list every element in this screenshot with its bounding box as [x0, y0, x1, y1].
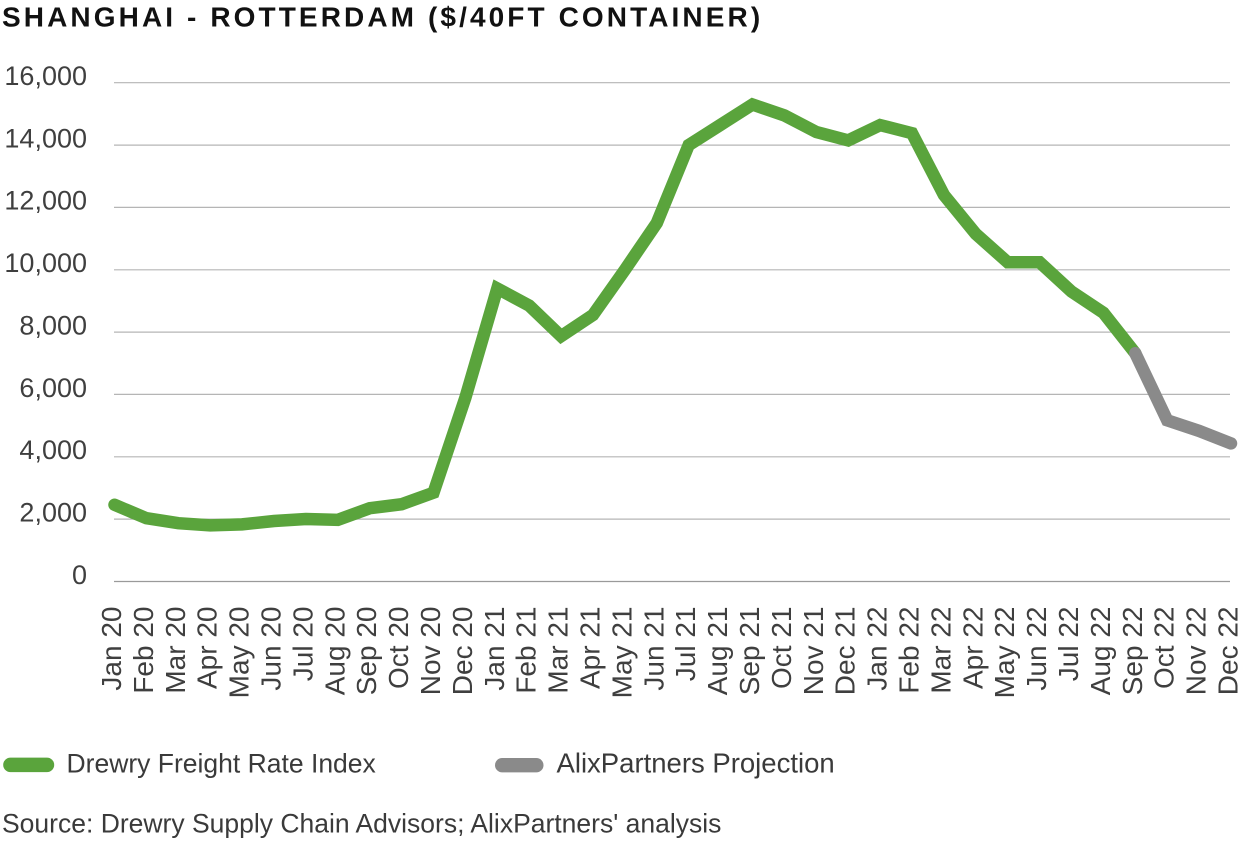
svg-text:Mar 20: Mar 20: [160, 607, 191, 694]
svg-text:Jan 22: Jan 22: [862, 607, 893, 691]
svg-text:Mar 21: Mar 21: [543, 607, 574, 694]
svg-text:Mar 22: Mar 22: [925, 607, 956, 694]
svg-text:Dec 21: Dec 21: [830, 607, 861, 696]
svg-text:Nov 21: Nov 21: [798, 607, 829, 696]
svg-text:May 21: May 21: [606, 607, 637, 699]
svg-text:12,000: 12,000: [4, 186, 87, 216]
svg-text:Sep 22: Sep 22: [1117, 607, 1148, 696]
svg-text:Jun 21: Jun 21: [638, 607, 669, 691]
svg-text:Jan 21: Jan 21: [479, 607, 510, 691]
svg-text:Drewry Freight Rate Index: Drewry Freight Rate Index: [67, 748, 376, 778]
svg-text:Apr 21: Apr 21: [575, 607, 606, 690]
svg-text:Jun 22: Jun 22: [1021, 607, 1052, 691]
svg-text:Nov 22: Nov 22: [1181, 607, 1212, 696]
svg-text:Jun 20: Jun 20: [256, 607, 287, 691]
svg-text:Jul 20: Jul 20: [287, 607, 318, 682]
svg-text:Feb 20: Feb 20: [128, 607, 159, 694]
svg-text:Jul 21: Jul 21: [670, 607, 701, 682]
svg-text:Sep 21: Sep 21: [734, 607, 765, 696]
svg-text:Jul 22: Jul 22: [1053, 607, 1084, 682]
svg-text:6,000: 6,000: [19, 373, 87, 403]
svg-text:May 20: May 20: [224, 607, 255, 699]
svg-text:16,000: 16,000: [4, 61, 87, 91]
svg-text:2,000: 2,000: [19, 497, 87, 527]
svg-text:Feb 21: Feb 21: [511, 607, 542, 694]
svg-text:May 22: May 22: [989, 607, 1020, 699]
svg-text:Oct 21: Oct 21: [766, 607, 797, 689]
svg-text:Apr 20: Apr 20: [192, 607, 223, 690]
svg-text:14,000: 14,000: [4, 123, 87, 153]
svg-text:Dec 20: Dec 20: [447, 607, 478, 696]
svg-text:10,000: 10,000: [4, 248, 87, 278]
svg-text:Oct 22: Oct 22: [1149, 607, 1180, 689]
svg-text:8,000: 8,000: [19, 310, 87, 340]
svg-text:Aug 21: Aug 21: [702, 607, 733, 696]
svg-text:SHANGHAI - ROTTERDAM ($/40FT C: SHANGHAI - ROTTERDAM ($/40FT CONTAINER): [2, 2, 763, 33]
svg-text:0: 0: [72, 560, 87, 590]
svg-text:Apr 22: Apr 22: [957, 607, 988, 690]
svg-text:Aug 22: Aug 22: [1085, 607, 1116, 696]
svg-text:Oct 20: Oct 20: [383, 607, 414, 689]
svg-text:Aug 20: Aug 20: [319, 607, 350, 696]
svg-text:Jan 20: Jan 20: [96, 607, 127, 691]
svg-text:Sep 20: Sep 20: [351, 607, 382, 696]
svg-text:Dec 22: Dec 22: [1213, 607, 1244, 696]
svg-text:4,000: 4,000: [19, 435, 87, 465]
svg-text:Source: Drewry Supply Chain Ad: Source: Drewry Supply Chain Advisors; Al…: [2, 809, 721, 839]
svg-text:Feb 22: Feb 22: [894, 607, 925, 694]
svg-text:AlixPartners Projection: AlixPartners Projection: [557, 747, 835, 778]
svg-text:Nov 20: Nov 20: [415, 607, 446, 696]
